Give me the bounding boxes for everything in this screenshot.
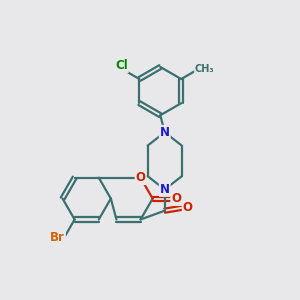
- Text: Cl: Cl: [115, 59, 128, 72]
- Text: N: N: [160, 126, 170, 139]
- Text: O: O: [171, 192, 181, 205]
- Text: Br: Br: [50, 231, 65, 244]
- Text: CH₃: CH₃: [195, 64, 214, 74]
- Text: N: N: [160, 183, 170, 196]
- Text: O: O: [183, 201, 193, 214]
- Text: O: O: [136, 171, 146, 184]
